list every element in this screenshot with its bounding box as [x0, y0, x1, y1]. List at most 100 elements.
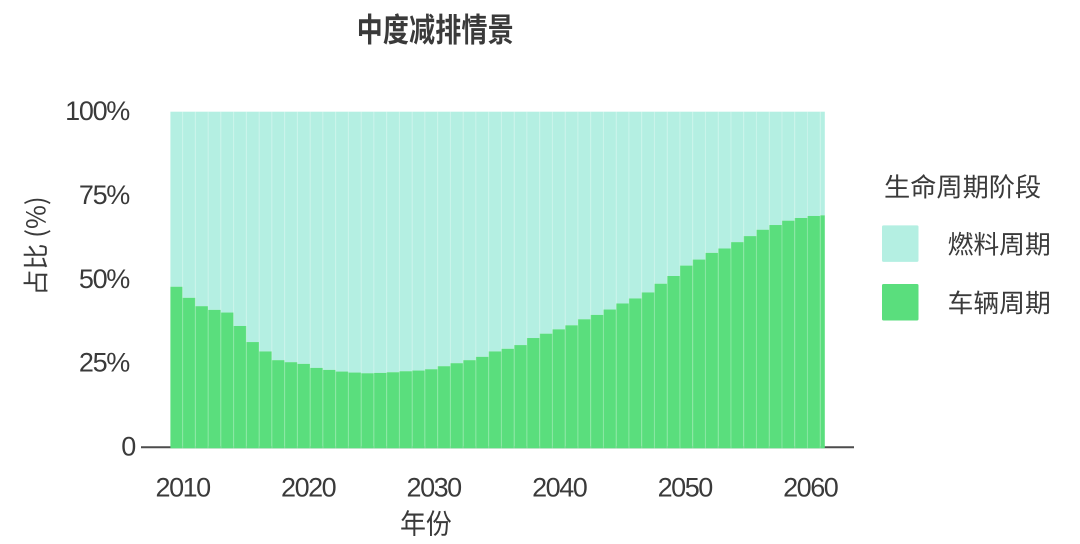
bar-year-2020: [310, 111, 323, 449]
bar-segment-vehicle: [373, 372, 387, 449]
bar-segment-vehicle: [437, 366, 451, 449]
bar-segment-vehicle: [208, 309, 221, 449]
bar-segment-vehicle: [654, 283, 668, 449]
y-axis-title: [23, 198, 51, 292]
bar-segment-fuel: [730, 111, 744, 243]
bar-segment-vehicle: [781, 220, 795, 449]
bar-year-2051: [705, 111, 719, 449]
bar-segment-fuel: [501, 111, 515, 349]
bar-segment-fuel: [641, 111, 655, 293]
bar-year-2044: [616, 111, 629, 449]
bar-segment-vehicle: [475, 356, 489, 449]
bar-segment-fuel: [756, 111, 770, 230]
x-axis-title-text: [401, 510, 452, 536]
bar-segment-vehicle: [463, 360, 476, 449]
bar-segment-vehicle: [794, 217, 808, 449]
bar-segment-fuel: [781, 111, 795, 221]
bar-segment-vehicle: [590, 314, 604, 449]
bar-segment-fuel: [450, 111, 464, 364]
bar-year-2036: [514, 111, 527, 449]
bar-year-2009: [170, 111, 183, 449]
bar-segment-vehicle: [718, 248, 731, 449]
bar-segment-fuel: [667, 111, 680, 276]
bar-year-2042: [590, 111, 604, 449]
bar-segment-fuel: [603, 111, 617, 310]
bar-segment-vehicle: [220, 312, 234, 449]
bar-segment-fuel: [577, 111, 591, 320]
bar-segment-vehicle: [565, 325, 578, 449]
bar-segment-vehicle: [705, 252, 719, 449]
x-tick-label-2050: 2050: [658, 473, 713, 503]
bar-segment-vehicle: [692, 259, 706, 449]
bar-segment-vehicle: [501, 348, 515, 449]
bar-year-2029: [424, 111, 438, 449]
y-tick-label-75: 75%: [79, 180, 130, 210]
bar-year-2010: [182, 111, 196, 449]
bar-segment-fuel: [654, 111, 668, 284]
bar-segment-fuel: [170, 111, 183, 287]
bar-segment-vehicle: [271, 360, 285, 449]
bar-segment-fuel: [820, 111, 825, 216]
legend-item-fuel: [882, 225, 1049, 262]
x-tick-label-2020: 2020: [281, 473, 336, 503]
legend-label-vehicle: [949, 290, 1049, 315]
bar-segment-vehicle: [641, 292, 655, 449]
bar-segment-vehicle: [361, 373, 374, 449]
bar-year-2027: [399, 111, 413, 449]
bar-segment-vehicle: [514, 345, 527, 449]
bar-segment-vehicle: [743, 236, 757, 449]
chart-title: [358, 13, 513, 45]
bar-segment-vehicle: [412, 370, 425, 449]
bar-segment-fuel: [361, 111, 374, 374]
legend-swatch-fuel: [882, 225, 919, 262]
bar-year-2021: [322, 111, 336, 449]
bar-segment-fuel: [399, 111, 413, 372]
bar-year-2013: [220, 111, 234, 449]
bar-year-2038: [539, 111, 553, 449]
bar-year-2014: [233, 111, 247, 449]
legend-label-fuel: [948, 231, 1049, 256]
bar-segment-fuel: [259, 111, 272, 352]
bar-segment-vehicle: [284, 362, 298, 449]
bar-segment-fuel: [424, 111, 438, 370]
legend-title-text: [885, 174, 1041, 199]
bar-segment-vehicle: [628, 298, 642, 449]
bar-segment-vehicle: [539, 333, 553, 449]
legend-swatch-vehicle: [882, 284, 919, 321]
bar-segment-fuel: [208, 111, 221, 310]
bar-year-2016: [259, 111, 272, 449]
bar-segment-vehicle: [310, 367, 323, 449]
bar-segment-vehicle: [259, 351, 272, 449]
bar-segment-fuel: [310, 111, 323, 368]
bar-segment-fuel: [233, 111, 247, 326]
bar-segment-fuel: [373, 111, 387, 373]
bar-year-2039: [552, 111, 566, 449]
bar-segment-vehicle: [399, 371, 413, 449]
bar-segment-fuel: [437, 111, 451, 367]
bar-segment-vehicle: [297, 363, 311, 449]
legend: [882, 174, 1049, 321]
bar-segment-fuel: [297, 111, 311, 364]
bars-group: [170, 111, 825, 449]
bar-year-2011: [195, 111, 209, 449]
bar-year-2056: [769, 111, 782, 449]
bar-segment-fuel: [195, 111, 209, 307]
x-tick-label-2030: 2030: [407, 473, 462, 503]
bar-segment-fuel: [526, 111, 540, 339]
bar-segment-fuel: [679, 111, 693, 266]
x-tick-label-2010: 2010: [156, 473, 211, 503]
bar-segment-vehicle: [730, 242, 744, 449]
bar-segment-vehicle: [667, 276, 680, 449]
bar-segment-fuel: [335, 111, 349, 372]
bar-year-2031: [450, 111, 464, 449]
bar-year-2058: [794, 111, 808, 449]
bar-year-2055: [756, 111, 770, 449]
bar-year-2025: [373, 111, 387, 449]
bar-segment-vehicle: [488, 351, 502, 449]
chart-title-text: [358, 13, 513, 45]
bar-segment-fuel: [539, 111, 553, 334]
y-tick-label-100: 100%: [65, 96, 130, 126]
bar-segment-vehicle: [386, 372, 400, 449]
